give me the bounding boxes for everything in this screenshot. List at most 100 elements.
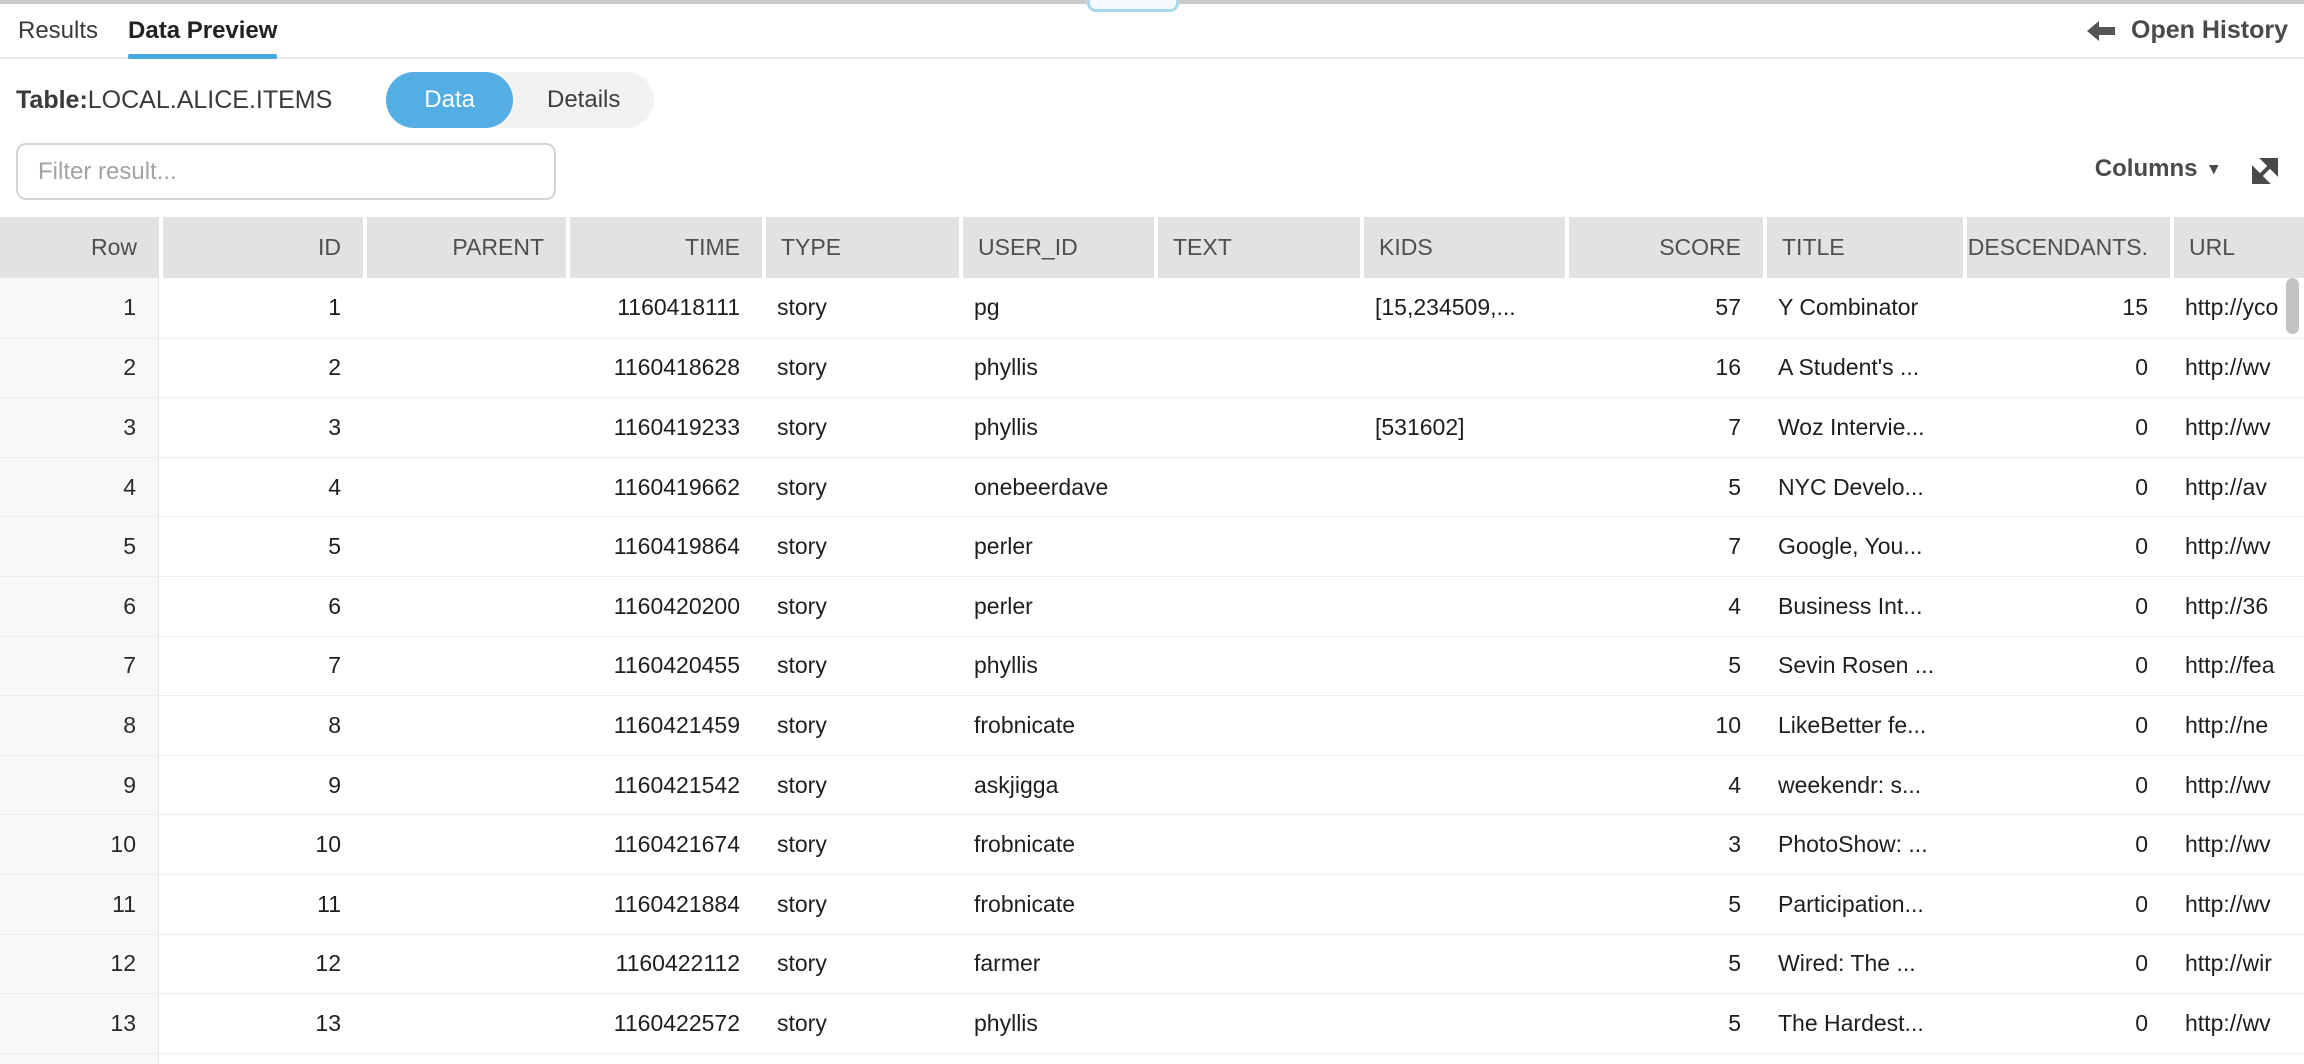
cell-title[interactable]: Wired: The ... [1778,950,1916,977]
cell-title[interactable]: Sevin Rosen ... [1778,652,1934,679]
cell-time[interactable]: 1160419233 [613,413,740,440]
cell-type[interactable]: story [777,950,827,977]
cell-text[interactable] [1154,637,1360,696]
cell-parent[interactable] [363,517,566,576]
cell-descendants[interactable]: 0 [2135,652,2148,679]
cell-score[interactable]: 7 [1728,533,1741,560]
cell-descendants[interactable]: 15 [2122,294,2148,321]
cell-row[interactable]: 3 [0,398,159,457]
cell-score[interactable]: 3 [1728,831,1741,858]
cell-text[interactable] [1154,398,1360,457]
cell-score[interactable]: 5 [1728,652,1741,679]
cell-descendants[interactable]: 0 [2135,413,2148,440]
cell-text[interactable] [1154,935,1360,994]
header-cell-user_id[interactable]: USER_ID [959,217,1154,278]
cell-descendants[interactable]: 0 [2135,711,2148,738]
cell-kids[interactable] [1360,1054,1565,1064]
header-cell-type[interactable]: TYPE [762,217,959,278]
expand-icon[interactable] [2246,152,2284,190]
cell-descendants[interactable]: 0 [2135,771,2148,798]
table-row[interactable]: 2 2 1160418628 story phyllis 16 A Student's ..… [0,337,2304,398]
cell-text[interactable] [1154,577,1360,636]
cell-time[interactable]: 1160422572 [613,1009,740,1036]
cell-parent[interactable] [363,815,566,874]
header-cell-kids[interactable]: KIDS [1360,217,1565,278]
cell-kids[interactable] [1360,577,1565,636]
cell-url[interactable]: http://36 [2185,592,2269,619]
table-row[interactable]: 9 9 1160421542 story askjigga 4 weekendr: s...… [0,754,2304,815]
cell-title[interactable]: Business Int... [1778,592,1923,619]
cell-descendants[interactable]: 0 [2135,950,2148,977]
cell-text[interactable] [1154,1054,1360,1064]
cell-parent[interactable] [363,935,566,994]
cell-parent[interactable] [363,696,566,755]
cell-user_id[interactable]: perler [974,592,1033,619]
cell-score[interactable]: 10 [1715,711,1741,738]
tab-data-preview[interactable]: Data Preview [128,4,278,59]
cell-row[interactable]: 9 [0,755,159,815]
cell-score[interactable]: 4 [1728,592,1741,619]
cell-time[interactable]: 1160421674 [613,831,740,858]
cell-type[interactable]: story [777,413,827,440]
cell-parent[interactable] [363,1054,566,1064]
cell-type[interactable]: story [777,831,827,858]
table-row[interactable]: 6 6 1160420200 story perler 4 Business Int... 0… [0,575,2304,636]
cell-user_id[interactable]: askjigga [974,771,1059,798]
cell-user_id[interactable]: phyllis [974,1009,1038,1036]
cell-title[interactable]: Google, You... [1778,533,1923,560]
cell-kids[interactable] [1360,935,1565,994]
cell-descendants[interactable]: 0 [2135,473,2148,500]
table-row[interactable] [0,1052,2304,1064]
cell-title[interactable]: Participation... [1778,890,1924,917]
cell-user_id[interactable]: perler [974,533,1033,560]
cell-text[interactable] [1154,517,1360,576]
cell-type[interactable]: story [777,890,827,917]
cell-type[interactable]: story [777,473,827,500]
cell-score[interactable]: 57 [1715,294,1741,321]
cell-time[interactable]: 1160421884 [613,890,740,917]
cell-id[interactable]: 11 [317,890,341,917]
cell-kids[interactable] [1360,339,1565,398]
header-cell-title[interactable]: TITLE [1763,217,1963,278]
cell-url[interactable]: http://wv [2185,533,2271,560]
header-cell-text[interactable]: TEXT [1154,217,1360,278]
cell-kids[interactable] [1360,815,1565,874]
cell-title[interactable]: A Student's ... [1778,354,1920,381]
cell-time[interactable]: 1160421542 [613,771,740,798]
cell-score[interactable]: 4 [1728,771,1741,798]
cell-parent[interactable] [363,994,566,1053]
table-row[interactable]: 8 8 1160421459 story frobnicate 10 LikeBetter … [0,695,2304,755]
cell-id[interactable]: 12 [315,950,341,977]
cell-parent[interactable] [363,637,566,696]
header-cell-score[interactable]: SCORE [1565,217,1763,278]
cell-url[interactable]: http://wir [2185,950,2272,977]
cell-text[interactable] [1154,994,1360,1053]
cell-kids[interactable] [1360,696,1565,755]
cell-score[interactable]: 7 [1728,413,1741,440]
cell-url[interactable]: http://wv [2185,771,2271,798]
table-row[interactable]: 7 7 1160420455 story phyllis 5 Sevin Rosen ...… [0,635,2304,696]
cell-text[interactable] [1154,756,1360,815]
cell-row[interactable]: 4 [0,457,159,517]
cell-type[interactable]: story [777,771,827,798]
cell-time[interactable]: 1160422112 [615,950,740,977]
cell-url[interactable]: http://av [2185,473,2267,500]
cell-time[interactable]: 1160420200 [613,592,740,619]
cell-time[interactable]: 1160418628 [613,354,740,381]
cell-row[interactable]: 6 [0,576,159,636]
cell-time[interactable]: 1160419662 [613,473,740,500]
cell-descendants[interactable]: 0 [2135,533,2148,560]
cell-url[interactable]: http://wv [2185,413,2271,440]
table-row[interactable]: 12 12 1160422112 story farmer 5 Wired: The ...… [0,933,2304,994]
cell-descendants[interactable]: 0 [2135,831,2148,858]
cell-descendants[interactable]: 0 [2135,592,2148,619]
cell-user_id[interactable]: phyllis [974,413,1038,440]
cell-row[interactable]: 13 [0,994,159,1053]
cell-user_id[interactable]: pg [974,294,1000,321]
cell-user_id[interactable]: frobnicate [974,711,1076,738]
cell-user_id[interactable]: phyllis [974,354,1038,381]
cell-score[interactable]: 16 [1715,354,1741,381]
cell-id[interactable]: 7 [328,652,341,679]
cell-id[interactable]: 3 [328,413,341,440]
header-cell-parent[interactable]: PARENT [363,217,566,278]
